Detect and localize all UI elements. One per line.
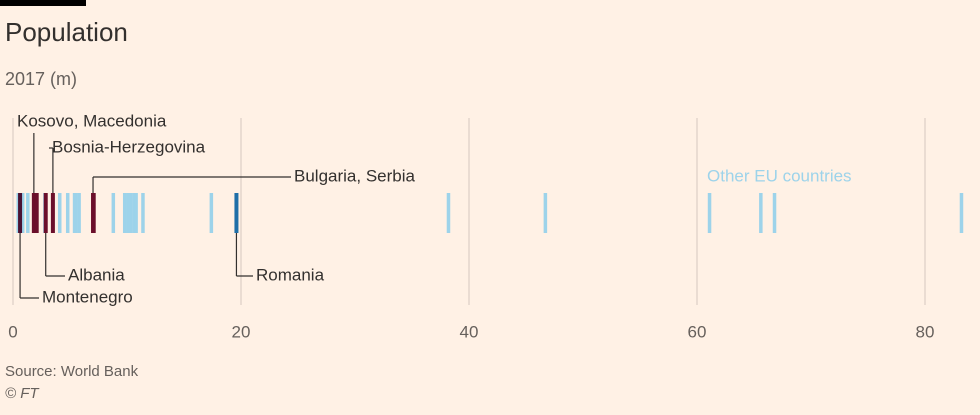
strip-mark — [141, 193, 145, 233]
strip-mark — [91, 193, 96, 233]
annotation: Albania — [68, 265, 125, 284]
annotation: Montenegro — [42, 287, 133, 306]
annotation: Bulgaria, Serbia — [294, 166, 416, 185]
strip-mark — [959, 193, 964, 233]
x-tick-label: 20 — [232, 322, 251, 341]
strip-mark — [34, 193, 39, 233]
strip-mark — [128, 193, 133, 233]
x-tick-label: 40 — [460, 322, 479, 341]
strip-mark — [134, 193, 138, 233]
strip-mark — [707, 193, 712, 233]
strip-mark — [772, 193, 777, 233]
credit: © FT — [5, 385, 40, 402]
marks — [16, 193, 964, 233]
x-tick-label: 80 — [916, 322, 935, 341]
chart-subtitle: 2017 (m) — [5, 69, 77, 89]
strip-mark — [122, 193, 127, 233]
chart-title: Population — [5, 17, 128, 47]
grid: 0 20 40 60 80 — [8, 118, 934, 341]
strip-mark — [20, 193, 25, 233]
annotation: Romania — [256, 265, 325, 284]
x-tick-label: 60 — [688, 322, 707, 341]
annotations: Other EU countries Romania Montenegro Kosov… — [17, 111, 852, 306]
strip-mark — [73, 193, 78, 233]
strip-mark — [126, 193, 130, 233]
strip-mark — [31, 193, 36, 233]
strip-mark — [543, 193, 548, 233]
brand-bar — [0, 0, 86, 6]
strip-mark — [77, 193, 81, 233]
strip-mark — [132, 193, 136, 233]
annotation: Bosnia-Herzegovina — [52, 137, 206, 156]
strip-mark — [26, 193, 30, 233]
strip-mark — [234, 193, 239, 233]
x-tick-label: 0 — [8, 322, 17, 341]
strip-mark — [65, 193, 70, 233]
strip-mark — [57, 193, 62, 233]
annotation: Kosovo, Macedonia — [17, 111, 167, 130]
strip-mark — [18, 193, 23, 233]
legend-label: Other EU countries — [707, 166, 852, 185]
strip-mark — [759, 193, 763, 233]
strip-mark — [43, 193, 48, 233]
strip-mark — [50, 193, 55, 233]
strip-mark — [111, 193, 116, 233]
strip-mark — [446, 193, 451, 233]
source: Source: World Bank — [5, 363, 139, 380]
strip-mark — [209, 193, 214, 233]
